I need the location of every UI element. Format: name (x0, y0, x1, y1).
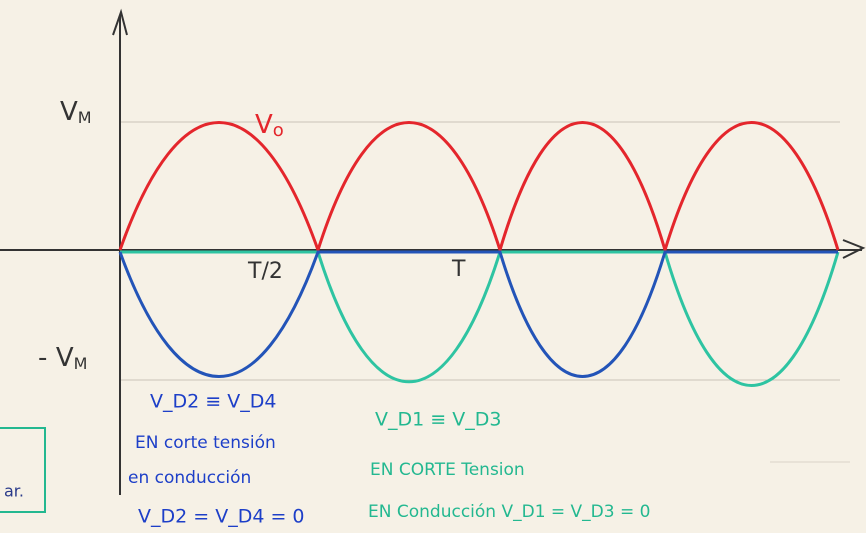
note-line: en conducción (128, 468, 251, 488)
note-line: EN corte tensión (135, 433, 276, 453)
period-label: T (451, 257, 466, 282)
note-line: EN Conducción V_D1 = V_D3 = 0 (368, 502, 650, 522)
note-equation: V_D2 = V_D4 = 0 (138, 506, 305, 528)
diagram: VM Vo T/2 T -VM ar. V_D2 ≡ V_D4 EN corte… (0, 0, 866, 533)
note-title: V_D1 ≡ V_D3 (375, 409, 501, 431)
half-period-label: T/2 (247, 259, 283, 284)
note-title: V_D2 ≡ V_D4 (150, 391, 276, 413)
note-line: EN CORTE Tension (370, 460, 525, 480)
paper (0, 0, 866, 533)
box-text: ar. (4, 482, 24, 501)
